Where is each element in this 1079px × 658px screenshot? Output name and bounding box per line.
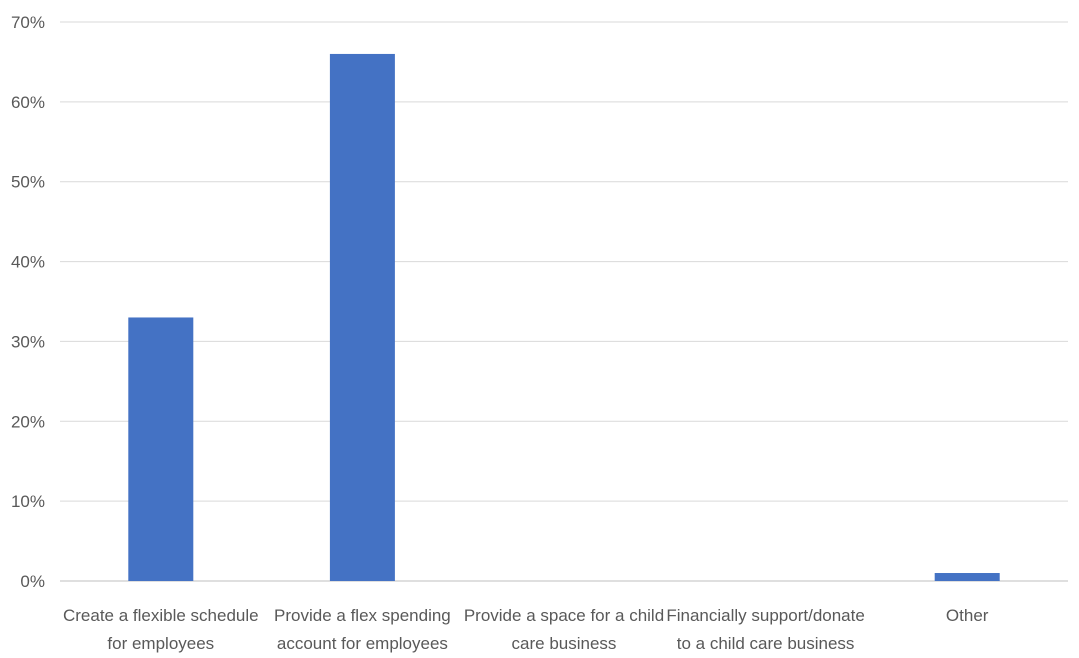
x-category-label-line: care business: [512, 634, 617, 653]
x-category-label-line: for employees: [107, 634, 214, 653]
bars: [128, 53, 1000, 581]
x-category-label-line: Other: [946, 606, 989, 625]
x-category-label: Financially support/donate to a child car…: [666, 606, 864, 653]
x-category-label-line: to a child care business: [677, 634, 855, 653]
y-tick-label: 60%: [11, 93, 45, 112]
x-category-label-line: Provide a space for a child: [464, 606, 664, 625]
x-category-label: Provide a flex spending account for emplo…: [274, 606, 451, 653]
y-tick-label: 30%: [11, 332, 45, 351]
bar: [934, 573, 1000, 581]
y-tick-label: 40%: [11, 253, 45, 272]
y-tick-label: 70%: [11, 13, 45, 32]
x-category-label-line: Provide a flex spending: [274, 606, 451, 625]
x-category-label-line: Financially support/donate: [666, 606, 864, 625]
bar: [128, 317, 194, 581]
x-category-label: Provide a space for a child care business: [464, 606, 664, 653]
y-tick-label: 0%: [20, 572, 45, 591]
gridlines: [60, 21, 1068, 582]
x-category-label: Other: [946, 606, 989, 625]
x-axis-category-labels: Create a flexible schedule for employees P…: [63, 606, 989, 653]
bar: [329, 53, 395, 581]
x-category-label-line: account for employees: [277, 634, 448, 653]
y-axis-tick-labels: 0% 10% 20% 30% 40% 50% 60% 70%: [11, 13, 45, 591]
x-category-label: Create a flexible schedule for employees: [63, 606, 259, 653]
x-category-label-line: Create a flexible schedule: [63, 606, 259, 625]
y-tick-label: 20%: [11, 412, 45, 431]
y-tick-label: 50%: [11, 173, 45, 192]
y-tick-label: 10%: [11, 492, 45, 511]
